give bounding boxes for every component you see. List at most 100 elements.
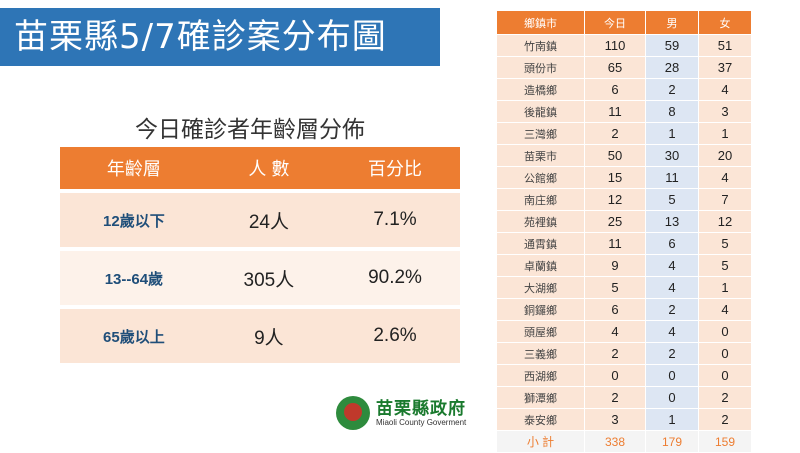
- male-count-cell: 4: [645, 320, 699, 343]
- table-row: 通霄鎮 11 6 5: [496, 232, 752, 255]
- table-header-row: 鄉鎮市 今日 男 女: [496, 10, 752, 35]
- header-female: 女: [698, 10, 752, 35]
- table-row: 頭屋鄉 4 4 0: [496, 320, 752, 343]
- percent-cell: 2.6%: [330, 309, 460, 363]
- female-count-cell: 0: [698, 364, 752, 387]
- total-today-cell: 338: [584, 430, 646, 453]
- male-count-cell: 30: [645, 144, 699, 167]
- today-count-cell: 5: [584, 276, 646, 299]
- township-cell: 南庄鄉: [496, 188, 585, 211]
- today-count-cell: 3: [584, 408, 646, 431]
- township-cell: 銅鑼鄉: [496, 298, 585, 321]
- female-count-cell: 5: [698, 232, 752, 255]
- female-count-cell: 4: [698, 298, 752, 321]
- count-cell: 305人: [207, 251, 331, 305]
- today-count-cell: 11: [584, 100, 646, 123]
- table-row: 西湖鄉 0 0 0: [496, 364, 752, 387]
- table-row: 公館鄉 15 11 4: [496, 166, 752, 189]
- table-row: 12歲以下 24人 7.1%: [60, 193, 460, 247]
- male-count-cell: 4: [645, 254, 699, 277]
- town-distribution-table: 鄉鎮市 今日 男 女 竹南鎮 110 59 51 頭份市 65 28 37 造橋鄉 6 2 4 後龍鎮 1…: [496, 10, 752, 453]
- township-cell: 苑裡鎮: [496, 210, 585, 233]
- today-count-cell: 25: [584, 210, 646, 233]
- table-row: 後龍鎮 11 8 3: [496, 100, 752, 123]
- percent-cell: 90.2%: [330, 251, 460, 305]
- header-today: 今日: [584, 10, 646, 35]
- female-count-cell: 0: [698, 342, 752, 365]
- age-distribution-table: 年齡層 人 數 百分比 12歲以下 24人 7.1% 13--64歲 305人 …: [60, 143, 460, 367]
- town-table-panel: 鄉鎮市 今日 男 女 竹南鎮 110 59 51 頭份市 65 28 37 造橋鄉 6 2 4 後龍鎮 1…: [496, 10, 752, 453]
- township-cell: 三義鄉: [496, 342, 585, 365]
- male-count-cell: 0: [645, 386, 699, 409]
- township-cell: 造橋鄉: [496, 78, 585, 101]
- township-cell: 卓蘭鎮: [496, 254, 585, 277]
- female-count-cell: 4: [698, 166, 752, 189]
- today-count-cell: 6: [584, 298, 646, 321]
- table-row: 苑裡鎮 25 13 12: [496, 210, 752, 233]
- today-count-cell: 2: [584, 122, 646, 145]
- table-row: 大湖鄉 5 4 1: [496, 276, 752, 299]
- table-row: 南庄鄉 12 5 7: [496, 188, 752, 211]
- female-count-cell: 7: [698, 188, 752, 211]
- age-group-cell: 65歲以上: [60, 309, 208, 363]
- male-count-cell: 11: [645, 166, 699, 189]
- table-row: 13--64歲 305人 90.2%: [60, 251, 460, 305]
- total-row: 小 計 338 179 159: [496, 430, 752, 453]
- table-row: 泰安鄉 3 1 2: [496, 408, 752, 431]
- total-male-cell: 179: [645, 430, 699, 453]
- age-group-cell: 12歲以下: [60, 193, 208, 247]
- table-row: 卓蘭鎮 9 4 5: [496, 254, 752, 277]
- table-row: 頭份市 65 28 37: [496, 56, 752, 79]
- female-count-cell: 4: [698, 78, 752, 101]
- male-count-cell: 2: [645, 78, 699, 101]
- female-count-cell: 3: [698, 100, 752, 123]
- today-count-cell: 50: [584, 144, 646, 167]
- today-count-cell: 2: [584, 386, 646, 409]
- today-count-cell: 65: [584, 56, 646, 79]
- male-count-cell: 0: [645, 364, 699, 387]
- female-count-cell: 2: [698, 408, 752, 431]
- today-count-cell: 6: [584, 78, 646, 101]
- total-female-cell: 159: [698, 430, 752, 453]
- female-count-cell: 20: [698, 144, 752, 167]
- female-count-cell: 51: [698, 34, 752, 57]
- table-row: 竹南鎮 110 59 51: [496, 34, 752, 57]
- today-count-cell: 4: [584, 320, 646, 343]
- female-count-cell: 1: [698, 122, 752, 145]
- table-row: 獅潭鄉 2 0 2: [496, 386, 752, 409]
- age-table-title: 今日確診者年齡層分佈: [135, 117, 365, 143]
- male-count-cell: 4: [645, 276, 699, 299]
- today-count-cell: 0: [584, 364, 646, 387]
- township-cell: 竹南鎮: [496, 34, 585, 57]
- female-count-cell: 37: [698, 56, 752, 79]
- total-label-cell: 小 計: [496, 430, 585, 453]
- table-header-row: 年齡層 人 數 百分比: [60, 147, 460, 189]
- header-percent: 百分比: [330, 147, 460, 189]
- age-group-cell: 13--64歲: [60, 251, 208, 305]
- today-count-cell: 110: [584, 34, 646, 57]
- township-cell: 後龍鎮: [496, 100, 585, 123]
- township-cell: 頭屋鄉: [496, 320, 585, 343]
- female-count-cell: 5: [698, 254, 752, 277]
- count-cell: 24人: [207, 193, 331, 247]
- count-cell: 9人: [207, 309, 331, 363]
- today-count-cell: 15: [584, 166, 646, 189]
- today-count-cell: 11: [584, 232, 646, 255]
- header-age-group: 年齡層: [60, 147, 208, 189]
- male-count-cell: 6: [645, 232, 699, 255]
- township-cell: 獅潭鄉: [496, 386, 585, 409]
- percent-cell: 7.1%: [330, 193, 460, 247]
- township-cell: 通霄鎮: [496, 232, 585, 255]
- male-count-cell: 59: [645, 34, 699, 57]
- today-count-cell: 2: [584, 342, 646, 365]
- table-row: 苗栗市 50 30 20: [496, 144, 752, 167]
- township-cell: 公館鄉: [496, 166, 585, 189]
- table-row: 65歲以上 9人 2.6%: [60, 309, 460, 363]
- logo-name-cn: 苗栗縣政府: [376, 399, 466, 419]
- table-row: 銅鑼鄉 6 2 4: [496, 298, 752, 321]
- county-emblem-icon: [336, 396, 370, 430]
- township-cell: 大湖鄉: [496, 276, 585, 299]
- today-count-cell: 12: [584, 188, 646, 211]
- male-count-cell: 28: [645, 56, 699, 79]
- male-count-cell: 8: [645, 100, 699, 123]
